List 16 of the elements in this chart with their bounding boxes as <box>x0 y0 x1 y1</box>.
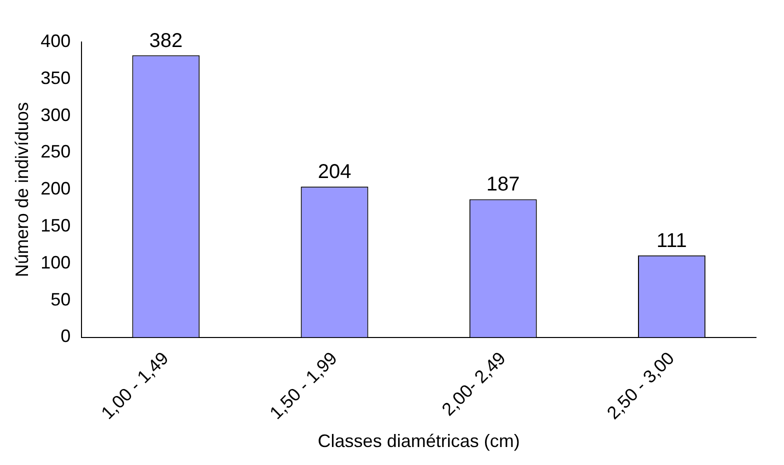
x-tick-label: 2,50 - 3,00 <box>603 348 678 424</box>
y-tick-label: 0 <box>60 326 71 346</box>
y-tick-label: 150 <box>40 216 71 236</box>
data-label: 204 <box>318 161 352 184</box>
y-tick-label: 300 <box>40 104 71 125</box>
data-label: 187 <box>486 174 520 196</box>
y-tick-label: 350 <box>40 68 71 88</box>
y-tick-label: 100 <box>40 252 71 272</box>
y-axis-title: Número de indivíduos <box>12 102 32 278</box>
x-axis-title: Classes diamétricas (cm) <box>318 431 520 452</box>
y-tick-label: 250 <box>40 142 71 162</box>
y-tick-label: 200 <box>40 178 71 199</box>
y-tick-label: 50 <box>50 289 71 310</box>
data-label: 382 <box>149 30 183 52</box>
y-tick-label: 400 <box>40 30 71 51</box>
data-label: 111 <box>656 230 687 252</box>
